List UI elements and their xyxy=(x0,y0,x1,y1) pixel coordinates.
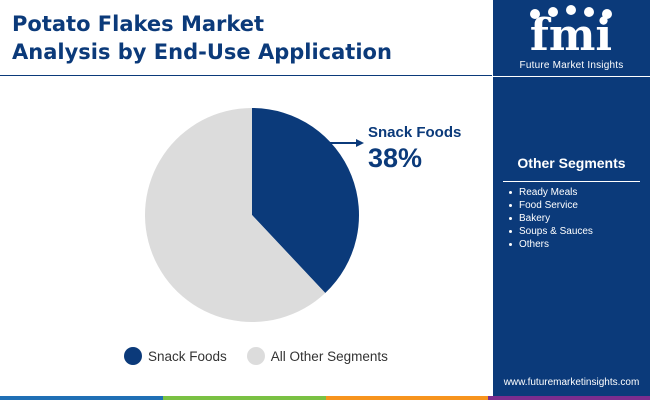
callout-arrow-icon xyxy=(356,139,364,147)
list-item: Others xyxy=(509,238,593,251)
legend-item-snack-foods: Snack Foods xyxy=(124,347,227,365)
logo-icon-4 xyxy=(584,7,594,17)
legend-item-other-segments: All Other Segments xyxy=(246,347,388,365)
other-segments-title: Other Segments xyxy=(517,155,626,171)
accent-bar-1 xyxy=(0,396,163,400)
logo-icon-5 xyxy=(602,9,612,19)
accent-bar-3 xyxy=(326,396,488,400)
fmi-logo-mark: fmi xyxy=(530,5,612,61)
title-divider xyxy=(0,75,492,76)
callout-label: Snack Foods xyxy=(368,124,461,141)
other-segments-list: Ready Meals Food Service Bakery Soups & … xyxy=(509,186,593,251)
pie-slice-all-other-segments xyxy=(145,108,326,322)
pie-chart: Snack Foods 38% xyxy=(145,108,461,322)
sidebar-divider xyxy=(493,76,650,77)
title-line-2: Analysis by End-Use Application xyxy=(12,40,392,64)
legend-swatch-snack-foods xyxy=(124,347,142,365)
fmi-logo-letters: fmi xyxy=(530,10,612,60)
list-item: Ready Meals xyxy=(509,186,593,199)
legend-swatch-other-segments xyxy=(246,347,265,365)
accent-bar-4 xyxy=(488,396,650,400)
legend-label-other-segments: All Other Segments xyxy=(270,348,388,364)
accent-bar-2 xyxy=(163,396,326,400)
pie-slice-snack-foods xyxy=(252,108,359,293)
fmi-logo: fmi Future Market Insights xyxy=(493,0,650,76)
brand-name: Future Market Insights xyxy=(519,60,624,71)
website-link[interactable]: www.futuremarketinsights.com xyxy=(503,377,640,388)
other-segments-divider xyxy=(503,181,640,182)
title-line-1: Potato Flakes Market xyxy=(12,12,265,36)
chart-title: Potato Flakes Market Analysis by End-Use… xyxy=(12,10,482,66)
chart-legend: Snack Foods All Other Segments xyxy=(124,347,408,365)
list-item: Food Service xyxy=(509,199,593,212)
callout-value: 38% xyxy=(368,143,422,173)
sidebar: fmi Future Market Insights Other Segment… xyxy=(493,0,650,400)
logo-icon-1 xyxy=(530,9,540,19)
legend-label-snack-foods: Snack Foods xyxy=(148,348,227,364)
logo-icon-3 xyxy=(566,5,576,15)
logo-icon-2 xyxy=(548,7,558,17)
list-item: Bakery xyxy=(509,212,593,225)
list-item: Soups & Sauces xyxy=(509,225,593,238)
